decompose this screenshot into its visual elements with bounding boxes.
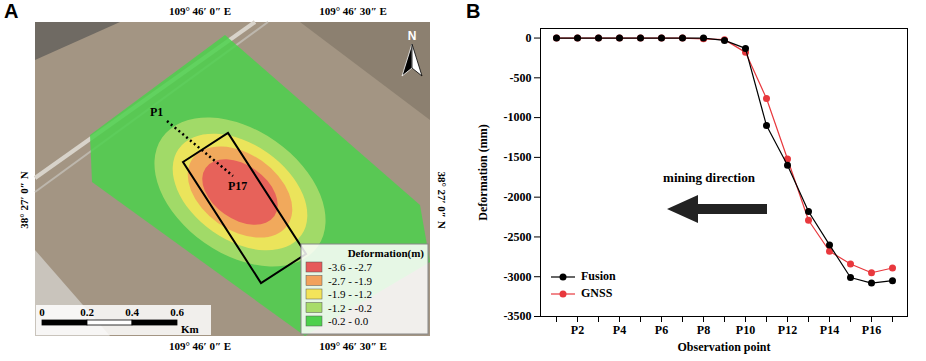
svg-text:Km: Km: [181, 323, 199, 335]
svg-text:P17: P17: [228, 179, 247, 193]
svg-text:N: N: [408, 29, 417, 43]
svg-text:P12: P12: [778, 323, 797, 337]
svg-text:Observation point: Observation point: [677, 340, 770, 354]
svg-text:-3500: -3500: [504, 309, 532, 323]
svg-text:-3000: -3000: [504, 270, 532, 284]
svg-text:Deformation(m): Deformation(m): [348, 247, 425, 260]
svg-text:109° 46′ 30″ E: 109° 46′ 30″ E: [319, 5, 387, 17]
svg-text:P4: P4: [613, 323, 626, 337]
html-text:GNSS: GNSS: [581, 286, 613, 300]
svg-text:-3.6 - -2.7: -3.6 - -2.7: [328, 261, 372, 273]
svg-text:-0.2 - 0.0: -0.2 - 0.0: [328, 315, 369, 327]
svg-text:109° 46′ 30″ E: 109° 46′ 30″ E: [319, 340, 387, 352]
svg-text:0.2: 0.2: [80, 306, 94, 318]
svg-text:P16: P16: [862, 323, 881, 337]
svg-text:38° 27′ 0″ N: 38° 27′ 0″ N: [436, 171, 448, 228]
html-text:A: A: [4, 0, 19, 22]
svg-text:0.4: 0.4: [125, 306, 139, 318]
svg-text:0.6: 0.6: [170, 306, 184, 318]
svg-text:38° 27′ 0″ N: 38° 27′ 0″ N: [18, 171, 30, 228]
svg-text:P8: P8: [697, 323, 710, 337]
svg-text:-2500: -2500: [504, 230, 532, 244]
svg-text:-1.9 - -1.2: -1.9 - -1.2: [328, 288, 372, 300]
html-text:B: B: [466, 0, 481, 22]
svg-text:0: 0: [526, 31, 532, 45]
svg-text:109° 46′ 0″ E: 109° 46′ 0″ E: [169, 340, 231, 352]
svg-text:109° 46′ 0″ E: 109° 46′ 0″ E: [169, 5, 231, 17]
svg-text:P2: P2: [571, 323, 584, 337]
svg-text:-2000: -2000: [504, 190, 532, 204]
html-text:Fusion: Fusion: [581, 269, 616, 283]
svg-text:Deformation (mm): Deformation (mm): [476, 124, 490, 220]
svg-text:-1.2 - -0.2: -1.2 - -0.2: [328, 302, 372, 314]
svg-text:-1000: -1000: [504, 110, 532, 124]
svg-text:P14: P14: [820, 323, 839, 337]
svg-text:P1: P1: [150, 105, 163, 119]
svg-text:P6: P6: [655, 323, 668, 337]
svg-text:-1500: -1500: [504, 150, 532, 164]
svg-text:0: 0: [39, 306, 45, 318]
svg-text:mining direction: mining direction: [663, 170, 756, 185]
svg-text:-500: -500: [510, 71, 532, 85]
svg-text:P10: P10: [736, 323, 755, 337]
svg-text:-2.7 - -1.9: -2.7 - -1.9: [328, 275, 372, 287]
